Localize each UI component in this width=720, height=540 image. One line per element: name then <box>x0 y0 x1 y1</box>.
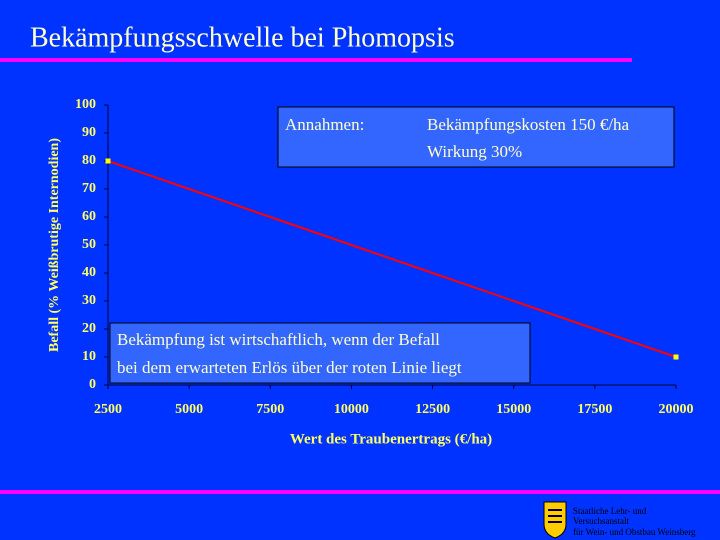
note-box <box>109 322 531 384</box>
assumptions-box <box>277 106 675 168</box>
note-line: Bekämpfung ist wirtschaftlich, wenn der … <box>117 330 440 349</box>
x-tick-label: 10000 <box>334 402 369 417</box>
footer-line: Versuchsanstalt <box>573 516 629 526</box>
slide-title: Bekämpfungsschwelle bei Phomopsis <box>30 22 455 53</box>
y-tick-label: 100 <box>75 97 96 112</box>
y-tick-label: 60 <box>82 209 96 224</box>
footer-line: für Wein- und Obstbau Weinsberg <box>573 527 696 537</box>
x-tick-label: 2500 <box>94 402 122 417</box>
y-tick-label: 50 <box>82 237 96 252</box>
x-tick-label: 17500 <box>577 402 612 417</box>
y-tick-label: 20 <box>82 321 96 336</box>
y-tick-label: 80 <box>82 153 96 168</box>
data-line <box>107 160 677 358</box>
y-tick-label: 0 <box>89 377 96 392</box>
title-rule <box>0 58 632 62</box>
y-tick-label: 70 <box>82 181 96 196</box>
assumption: Wirkung 30% <box>427 142 522 161</box>
y-tick-label: 30 <box>82 293 96 308</box>
crest-stripes <box>548 509 562 523</box>
y-tick-label: 10 <box>82 349 96 364</box>
note-line: bei dem erwarteten Erlös über der roten … <box>117 358 462 377</box>
crest <box>543 501 567 539</box>
logo <box>543 501 567 539</box>
end-marker <box>673 354 679 360</box>
x-tick-label: 20000 <box>659 402 694 417</box>
y-axis-label: Befall (% Weißbrutige Internodien) <box>47 138 62 352</box>
y-tick-label: 40 <box>82 265 96 280</box>
x-tick-label: 12500 <box>415 402 450 417</box>
x-tick-label: 5000 <box>175 402 203 417</box>
x-axis-label: Wert des Traubenertrags (€/ha) <box>290 431 492 447</box>
footer-line: Staatliche Lehr- und <box>573 506 647 516</box>
y-tick-label: 90 <box>82 125 96 140</box>
end-marker <box>105 158 111 164</box>
x-tick-label: 7500 <box>256 402 284 417</box>
footer-rule <box>0 490 720 494</box>
assumptions-label: Annahmen: <box>285 115 364 134</box>
x-tick-label: 15000 <box>496 402 531 417</box>
assumption: Bekämpfungskosten 150 €/ha <box>427 115 630 134</box>
